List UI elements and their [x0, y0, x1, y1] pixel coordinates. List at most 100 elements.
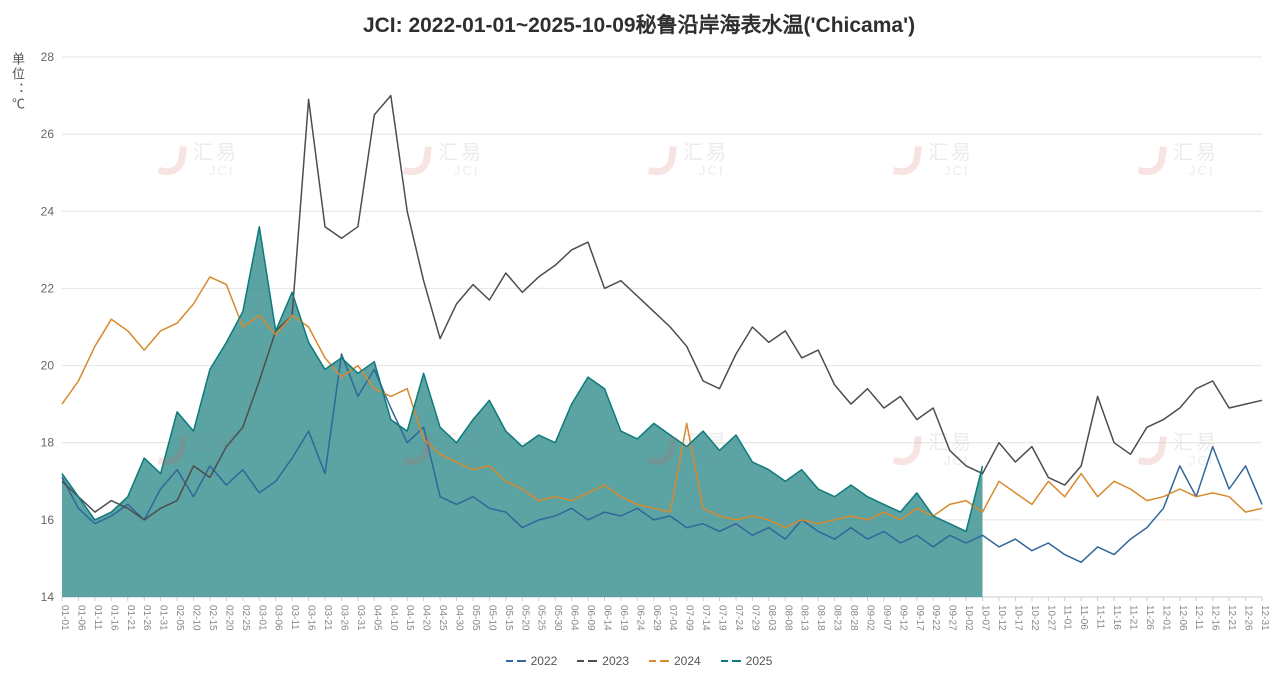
x-tick-label: 12-01 [1160, 605, 1171, 631]
x-tick-label: 05-15 [503, 605, 514, 631]
legend-item-2025[interactable]: 2025 [720, 654, 773, 668]
x-tick-label: 10-27 [1045, 605, 1056, 631]
x-tick-label: 11-21 [1128, 605, 1139, 630]
x-tick-label: 01-16 [108, 605, 119, 631]
x-tick-label: 08-13 [799, 605, 810, 631]
x-tick-label: 07-29 [749, 605, 760, 631]
x-tick-label: 08-03 [766, 605, 777, 631]
legend-line-icon [649, 660, 669, 662]
y-tick-label: 26 [41, 127, 55, 141]
x-tick-label: 12-21 [1226, 605, 1237, 631]
x-tick-label: 07-04 [667, 605, 678, 631]
x-tick-label: 01-21 [125, 605, 136, 631]
x-tick-label: 06-19 [618, 605, 629, 631]
x-tick-label: 02-20 [223, 605, 234, 631]
x-tick-label: 02-10 [191, 605, 202, 631]
legend-item-2023[interactable]: 2023 [577, 654, 629, 668]
y-tick-label: 28 [41, 50, 55, 64]
x-tick-label: 05-25 [536, 605, 547, 631]
x-tick-label: 01-06 [75, 605, 86, 631]
series-line-2023 [61, 94, 1263, 521]
x-tick-label: 12-16 [1210, 605, 1221, 631]
x-tick-label: 11-16 [1111, 605, 1122, 630]
x-tick-label: 04-05 [371, 605, 382, 631]
x-tick-label: 01-11 [92, 605, 103, 630]
x-tick-label: 08-28 [848, 605, 859, 631]
x-tick-label: 09-12 [897, 605, 908, 631]
x-tick-label: 02-25 [240, 605, 251, 631]
x-tick-label: 10-22 [1029, 605, 1040, 631]
x-tick-label: 01-26 [141, 605, 152, 631]
series-line-2022 [61, 353, 1263, 564]
y-axis-unit-label: 单位：℃ [10, 52, 25, 112]
x-tick-label: 12-06 [1177, 605, 1188, 631]
x-tick-label: 03-06 [273, 605, 284, 631]
legend-item-2022[interactable]: 2022 [505, 654, 557, 668]
x-tick-label: 06-29 [651, 605, 662, 631]
x-tick-label: 06-09 [585, 605, 596, 631]
x-tick-label: 10-17 [1012, 605, 1023, 631]
series-area-2025 [62, 226, 983, 597]
x-tick-label: 03-16 [306, 605, 317, 631]
x-tick-label: 05-05 [470, 605, 481, 631]
series-line-2024 [61, 276, 1263, 529]
x-tick-label: 02-15 [207, 605, 218, 631]
x-tick-label: 11-01 [1062, 605, 1073, 630]
x-tick-label: 05-20 [519, 605, 530, 631]
y-tick-label: 22 [41, 281, 55, 295]
legend-item-2024[interactable]: 2024 [649, 654, 701, 668]
x-tick-label: 08-08 [782, 605, 793, 631]
x-tick-label: 02-05 [174, 605, 185, 631]
x-tick-label: 11-26 [1144, 605, 1155, 630]
legend-line-icon [720, 660, 741, 662]
legend-line-icon [505, 660, 526, 662]
x-tick-label: 09-22 [930, 605, 941, 631]
series-line-2025 [61, 225, 984, 533]
x-tick-label: 10-12 [996, 605, 1007, 631]
y-tick-label: 20 [41, 359, 55, 373]
x-tick-label: 04-10 [388, 605, 399, 631]
x-tick-label: 03-11 [289, 605, 300, 630]
x-tick-label: 09-07 [881, 605, 892, 631]
y-tick-label: 14 [41, 590, 55, 604]
x-tick-label: 03-21 [322, 605, 333, 631]
y-tick-label: 18 [41, 436, 55, 450]
x-tick-label: 07-24 [733, 605, 744, 631]
legend-label: 2024 [674, 654, 701, 668]
y-tick-label: 24 [41, 204, 55, 218]
legend: 2022 2023 2024 2025 [0, 654, 1278, 668]
x-tick-label: 04-25 [437, 605, 448, 631]
x-tick-label: 05-10 [486, 605, 497, 631]
x-tick-label: 12-11 [1193, 605, 1204, 630]
x-tick-label: 06-14 [602, 605, 613, 631]
x-tick-label: 12-31 [1259, 605, 1270, 631]
x-tick-label: 10-07 [980, 605, 991, 631]
x-tick-label: 04-30 [454, 605, 465, 631]
x-tick-label: 07-14 [700, 605, 711, 631]
chart-title: JCI: 2022-01-01~2025-10-09秘鲁沿岸海表水温('Chic… [362, 14, 916, 37]
legend-label: 2023 [602, 654, 629, 668]
x-tick-label: 11-11 [1095, 605, 1106, 630]
x-tick-label: 01-31 [158, 605, 169, 631]
x-tick-label: 03-01 [256, 605, 267, 631]
x-tick-label: 08-18 [815, 605, 826, 631]
x-tick-label: 03-26 [339, 605, 350, 631]
x-tick-label: 09-17 [914, 605, 925, 631]
x-tick-label: 05-30 [552, 605, 563, 631]
x-tick-label: 06-04 [569, 605, 580, 631]
x-tick-label: 03-31 [355, 605, 366, 631]
legend-line-icon [577, 660, 598, 662]
x-tick-label: 10-02 [963, 605, 974, 631]
x-tick-label: 09-02 [865, 605, 876, 631]
x-tick-label: 04-20 [421, 605, 432, 631]
legend-label: 2025 [745, 654, 773, 668]
x-tick-label: 07-09 [684, 605, 695, 631]
x-tick-label: 01-01 [59, 605, 70, 631]
x-tick-label: 08-23 [832, 605, 843, 631]
x-tick-label: 09-27 [947, 605, 958, 631]
x-tick-label: 11-06 [1078, 605, 1089, 630]
x-tick-label: 07-19 [717, 605, 728, 631]
x-tick-label: 12-26 [1243, 605, 1254, 631]
